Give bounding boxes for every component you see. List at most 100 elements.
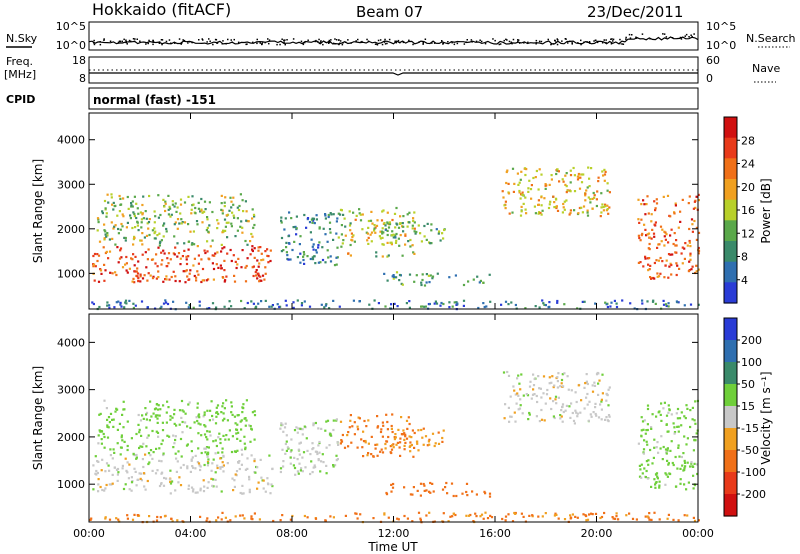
power-cell: [603, 173, 607, 176]
velocity-cell: [135, 457, 138, 460]
power-cell: [665, 233, 668, 236]
noise-search-dot: [315, 39, 317, 42]
power-cell: [165, 230, 168, 233]
power-cell: [140, 300, 144, 303]
velocity-cell: [349, 419, 352, 422]
velocity-cell: [219, 438, 222, 441]
velocity-cell: [445, 481, 448, 485]
velocity-cell: [564, 409, 567, 412]
velocity-cell: [215, 406, 218, 409]
power-cell: [653, 235, 656, 238]
velocity-cell: [666, 475, 669, 478]
velocity-echo-region: [637, 399, 699, 491]
power-cell: [200, 197, 203, 201]
power-cell: [109, 271, 112, 274]
noise-search-dot: [212, 43, 214, 46]
power-cell: [108, 250, 112, 253]
velocity-cell: [543, 419, 546, 422]
power-cell: [489, 300, 492, 303]
power-cell: [402, 215, 405, 218]
power-cell: [649, 264, 652, 267]
power-cell: [250, 232, 253, 236]
velocity-cell: [108, 483, 111, 486]
power-cell: [565, 191, 568, 194]
noise-search-dot: [357, 38, 359, 41]
velocity-cell: [683, 467, 686, 470]
velocity-cell: [197, 422, 200, 425]
velocity-cell: [109, 454, 112, 457]
velocity-cell: [145, 426, 148, 429]
power-cell: [251, 245, 254, 248]
velocity-cell: [403, 438, 406, 441]
power-cell: [179, 212, 182, 215]
power-cell: [223, 305, 226, 308]
velocity-cell: [341, 433, 344, 437]
power-cell: [144, 251, 147, 254]
velocity-cell: [372, 517, 375, 520]
power-cell: [548, 183, 551, 186]
power-cell: [188, 272, 191, 275]
power-cell: [524, 208, 527, 211]
noise-search-dot: [347, 39, 349, 41]
power-cell: [568, 213, 571, 216]
power-cell: [115, 301, 118, 304]
power-cell: [455, 303, 458, 306]
velocity-cell: [385, 440, 389, 443]
velocity-cell: [197, 413, 201, 416]
noise-search-dot: [284, 43, 286, 46]
velocity-cell: [533, 393, 536, 396]
power-cell: [404, 233, 407, 236]
power-cell: [134, 226, 137, 229]
power-cell: [361, 213, 364, 216]
velocity-cell: [390, 448, 394, 451]
velocity-cell: [425, 489, 428, 492]
velocity-cell: [295, 426, 298, 429]
power-cell: [133, 281, 136, 284]
power-cell: [648, 242, 651, 246]
power-cell: [595, 204, 598, 208]
power-cell: [540, 213, 543, 216]
power-cell: [386, 279, 389, 282]
power-cell: [135, 202, 138, 205]
noise-search-dot: [625, 36, 627, 39]
velocity-cell: [253, 410, 256, 413]
velocity-cell: [156, 431, 160, 434]
power-cell: [519, 197, 522, 200]
power-cell: [236, 206, 239, 209]
velocity-cell: [154, 415, 157, 418]
noise-search-dot: [555, 41, 557, 43]
velocity-cell: [516, 377, 519, 380]
velocity-cell: [532, 384, 536, 387]
noise-search-dot: [132, 38, 135, 40]
velocity-cell: [560, 382, 563, 385]
velocity-cell: [395, 443, 398, 446]
noise-search-dot: [394, 40, 396, 42]
velocity-cell: [560, 415, 563, 418]
velocity-cell: [222, 470, 225, 473]
power-cell: [640, 203, 643, 206]
power-cell: [482, 281, 485, 284]
velocity-cell: [162, 404, 165, 407]
velocity-cell: [262, 479, 265, 482]
power-cell: [126, 271, 129, 274]
velocity-cell: [143, 485, 146, 488]
power-cell: [327, 256, 330, 259]
velocity-cell: [221, 465, 224, 468]
power-cell: [302, 255, 305, 258]
power-cell: [381, 243, 384, 246]
power-cell: [208, 224, 211, 227]
velocity-cell: [235, 470, 239, 473]
noise-search-dot: [327, 42, 330, 44]
power-cell: [437, 232, 440, 235]
velocity-cell: [149, 454, 152, 457]
velocity-cell: [542, 392, 545, 395]
power-cell: [179, 198, 183, 201]
power-cell: [485, 305, 488, 308]
power-cell: [653, 277, 656, 280]
power-cell: [264, 272, 267, 275]
power-cell: [429, 242, 432, 245]
velocity-cell: [465, 490, 468, 494]
power-cell: [552, 195, 555, 198]
noise-search-dot: [671, 37, 674, 39]
noise-search-dot: [256, 38, 258, 41]
